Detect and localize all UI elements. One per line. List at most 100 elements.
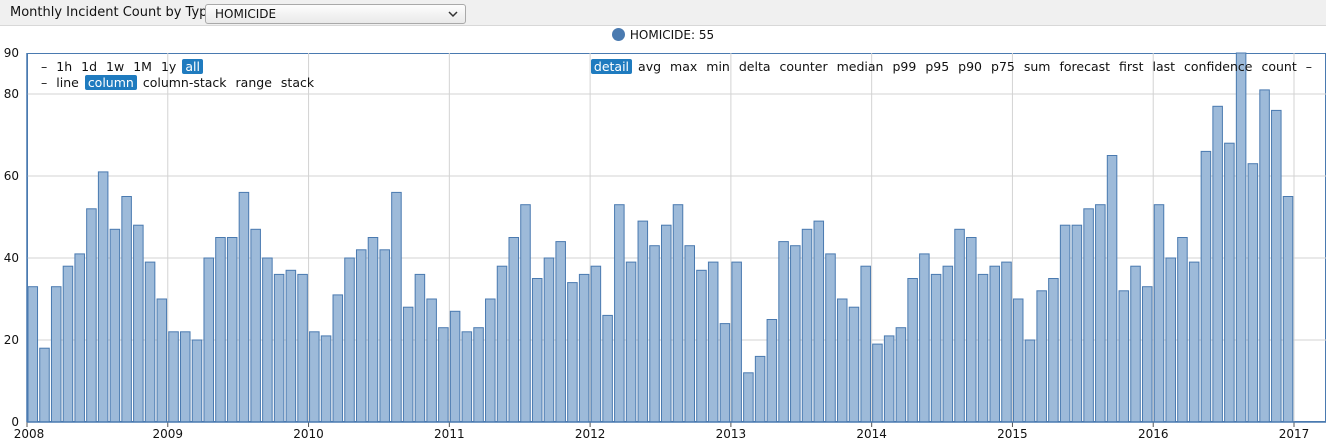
stat-option-forecast[interactable]: forecast [1059,59,1111,74]
bar[interactable] [860,265,871,423]
bar[interactable] [590,265,602,423]
stat-option-avg[interactable]: avg [638,59,662,74]
bar[interactable] [743,372,754,423]
period-option-1h[interactable]: 1h [56,59,73,74]
bar[interactable] [1224,142,1235,423]
bar[interactable] [121,196,132,423]
bar[interactable] [180,331,191,423]
bar[interactable] [637,220,649,423]
bar[interactable] [1095,204,1106,423]
bar[interactable] [191,339,203,423]
bar[interactable] [86,208,97,423]
bar[interactable] [215,237,226,423]
bar[interactable] [966,237,977,423]
stat-option-p90[interactable]: p90 [958,59,983,74]
bar[interactable] [39,347,50,423]
bar[interactable] [649,245,660,423]
bar[interactable] [836,298,848,423]
bar[interactable] [602,314,613,423]
bar[interactable] [543,257,555,423]
stat-option-p95[interactable]: p95 [925,59,950,74]
bar[interactable] [133,224,144,423]
bar[interactable] [485,298,496,423]
bar[interactable] [320,335,332,423]
bar[interactable] [1001,261,1012,423]
bar[interactable] [907,278,918,423]
bar[interactable] [1106,155,1118,423]
bar[interactable] [144,261,156,423]
bar[interactable] [1247,163,1259,423]
bar[interactable] [989,265,1001,423]
bar[interactable] [778,241,789,423]
bar[interactable] [754,355,766,423]
bar[interactable] [461,331,473,423]
bar[interactable] [1141,286,1153,423]
bar[interactable] [1012,298,1024,423]
bar[interactable] [473,327,484,423]
stat-option-collapse[interactable]: – [1305,59,1312,74]
stat-option-median[interactable]: median [836,59,884,74]
bar[interactable] [813,220,825,423]
bar[interactable] [731,261,742,423]
bar[interactable] [414,273,426,423]
bar[interactable] [719,323,731,423]
legend[interactable]: HOMICIDE: 55 [0,28,1326,46]
bar[interactable] [508,237,520,423]
period-option-collapse[interactable]: – [41,59,48,74]
bar[interactable] [238,191,250,423]
bar[interactable] [426,298,437,423]
stat-option-min[interactable]: min [706,59,730,74]
period-option-1M[interactable]: 1M [133,59,152,74]
bar[interactable] [496,265,508,423]
mode-option-column-stack[interactable]: column-stack [142,75,227,90]
bar[interactable] [156,298,168,423]
bar[interactable] [977,273,989,423]
stat-option-count[interactable]: count [1261,59,1297,74]
bar[interactable] [567,282,578,423]
bar[interactable] [1212,105,1223,423]
stat-option-first[interactable]: first [1119,59,1144,74]
bar[interactable] [262,257,273,423]
bar[interactable] [74,253,85,423]
mode-option-line[interactable]: line [56,75,79,90]
bar[interactable] [1153,204,1165,423]
bar[interactable] [555,241,566,423]
bar[interactable] [895,327,907,423]
bar[interactable] [1177,237,1188,423]
mode-option-column[interactable]: column [84,75,137,90]
bar[interactable] [531,278,543,423]
bar[interactable] [1071,224,1083,423]
type-select[interactable]: HOMICIDE [205,4,466,24]
mode-option-collapse[interactable]: – [41,75,48,90]
bar[interactable] [1235,52,1247,423]
bar[interactable] [355,249,367,423]
bar[interactable] [625,261,637,423]
period-option-1y[interactable]: 1y [160,59,177,74]
bar[interactable] [790,245,801,423]
bar[interactable] [1200,150,1212,423]
bar[interactable] [614,204,625,423]
bar[interactable] [1259,89,1270,423]
bar[interactable] [203,257,215,423]
bar[interactable] [1036,290,1047,423]
bar[interactable] [848,306,860,423]
bar[interactable] [707,261,719,423]
bar[interactable] [954,228,965,423]
bar[interactable] [402,306,414,423]
bar[interactable] [297,273,308,423]
bar[interactable] [449,310,461,423]
bar[interactable] [250,228,261,423]
bar[interactable] [578,273,590,423]
stat-option-counter[interactable]: counter [779,59,828,74]
bar[interactable] [391,191,402,423]
period-option-1w[interactable]: 1w [106,59,125,74]
bar[interactable] [661,224,672,423]
bar[interactable] [696,269,707,423]
bar[interactable] [309,331,320,423]
bar[interactable] [883,335,895,423]
bar[interactable] [226,237,238,423]
mode-option-range[interactable]: range [235,75,272,90]
bar[interactable] [1271,109,1282,423]
bar[interactable] [1024,339,1036,423]
stat-option-p99[interactable]: p99 [892,59,917,74]
